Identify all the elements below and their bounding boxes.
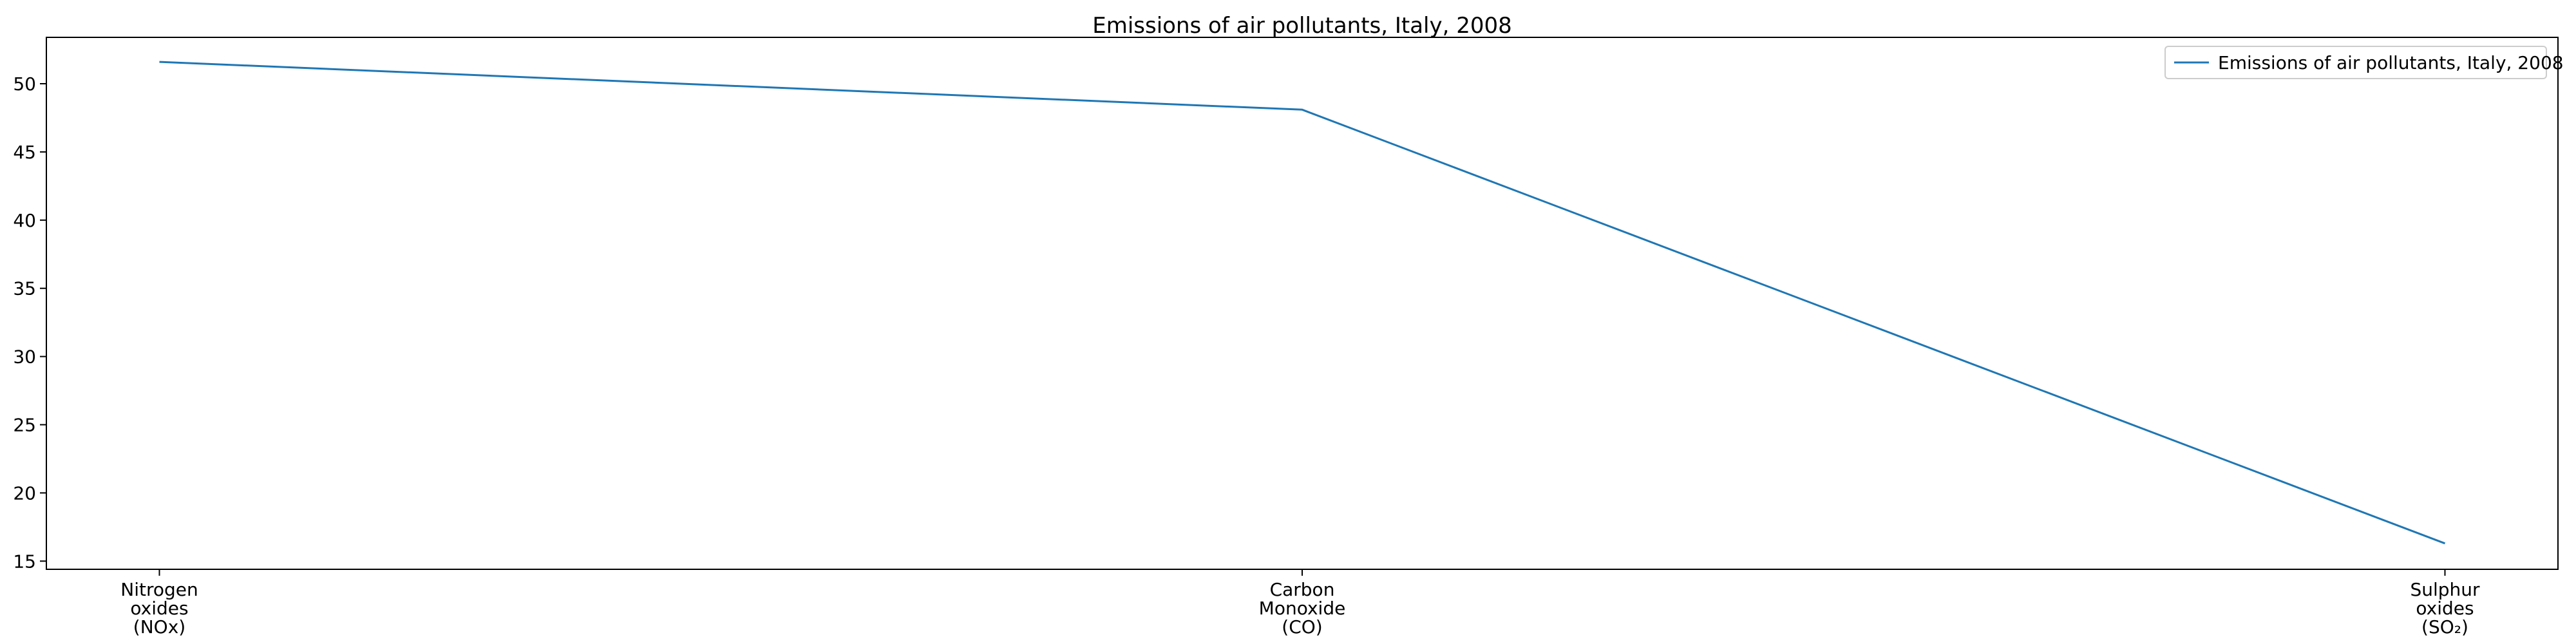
y-tick-label: 40 [13,210,36,231]
x-tick-label-line: oxides [2416,598,2474,619]
x-tick-label: Carbon Monoxide (CO) [1259,579,1346,638]
y-tick-label: 35 [13,278,36,299]
x-tick-label-line: (CO) [1282,616,1322,638]
x-tick-label-line: Monoxide [1259,598,1346,619]
y-tick-label: 15 [13,551,36,572]
x-tick-label-line: (SO₂) [2421,616,2468,638]
x-tick-label: Nitrogen oxides (NOx) [120,579,198,638]
x-tick-label-line: oxides [130,598,188,619]
x-axis: Nitrogen oxides (NOx)Carbon Monoxide (CO)Sul… [120,569,2480,638]
x-tick-label-line: Sulphur [2410,579,2480,600]
y-tick-label: 30 [13,346,36,368]
series-group [159,61,2446,545]
y-tick-label: 25 [13,414,36,435]
legend: Emissions of air pollutants, Italy, 2008 [2164,46,2564,79]
y-axis: 15 20 25 30 35 40 45 50 [13,73,46,572]
legend-box [2164,46,2547,79]
x-tick-label-line: Carbon [1270,579,1335,600]
x-tick-label-line: Nitrogen [120,579,198,600]
x-tick-label: Sulphur oxides (SO₂) [2410,579,2480,638]
chart-title: Emissions of air pollutants, Italy, 2008 [1092,13,1512,39]
plot-frame [46,37,2559,570]
y-tick-label: 20 [13,482,36,504]
legend-label: Emissions of air pollutants, Italy, 2008 [2218,52,2564,73]
y-tick-label: 45 [13,142,36,163]
plot-area [46,37,2559,570]
y-tick-label: 50 [13,73,36,95]
series-line [159,61,2446,545]
x-tick-label-line: (NOx) [133,616,185,638]
